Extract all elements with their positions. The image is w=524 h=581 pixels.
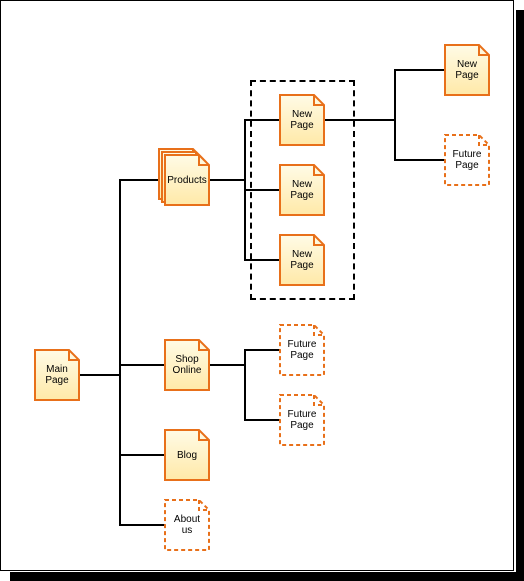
nodes-layer	[0, 0, 514, 571]
canvas-shadow-right	[516, 10, 524, 572]
diagram-canvas: MainPageProductsShopOnlineBlogAboutusNew…	[0, 0, 524, 581]
node-fp1[interactable]	[280, 325, 324, 375]
node-blog[interactable]	[165, 430, 209, 480]
node-np3[interactable]	[280, 235, 324, 285]
node-fp3[interactable]	[445, 135, 489, 185]
node-np2[interactable]	[280, 165, 324, 215]
node-np1[interactable]	[280, 95, 324, 145]
node-np4[interactable]	[445, 45, 489, 95]
canvas-shadow-bottom	[10, 572, 524, 581]
node-fp2[interactable]	[280, 395, 324, 445]
node-products[interactable]	[159, 149, 209, 205]
node-about[interactable]	[165, 500, 209, 550]
node-main[interactable]	[35, 350, 79, 400]
node-shop[interactable]	[165, 340, 209, 390]
